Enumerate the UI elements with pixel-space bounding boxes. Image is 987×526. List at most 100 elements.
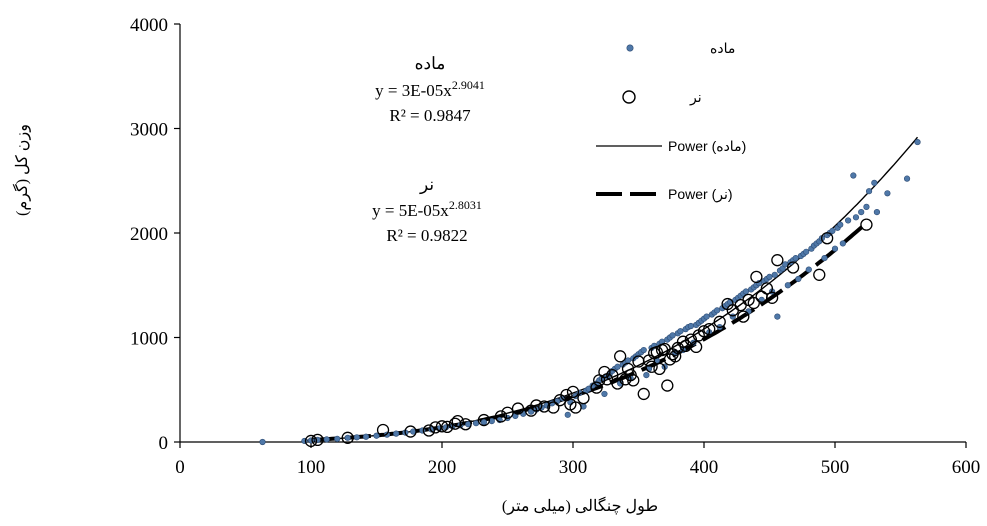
female-point [837, 221, 844, 228]
male-point [813, 268, 826, 281]
female-point [766, 273, 773, 280]
annotation-male-eq-exponent: 2.8031 [449, 198, 482, 212]
female-point [669, 332, 676, 339]
annotation-female: ماده y = 3E-05x2.9041 R² = 0.9847 [375, 54, 485, 125]
x-tick-label: 600 [952, 457, 981, 478]
male-point [627, 374, 640, 387]
male-point [750, 270, 763, 284]
male-point [422, 424, 436, 437]
male-point [304, 434, 318, 448]
male-point [637, 387, 650, 401]
male-point [645, 360, 658, 373]
female-power-fit-line [304, 136, 919, 441]
female-point [821, 254, 828, 262]
male-point [376, 423, 390, 437]
female-point [640, 346, 647, 354]
female-point [873, 209, 881, 216]
male-point [404, 425, 417, 438]
female-point [865, 188, 873, 195]
female-point [742, 288, 750, 295]
x-axis-title: طول چنگالی (میلی متر) [502, 496, 658, 515]
female-point [353, 434, 360, 441]
female-point [480, 419, 488, 426]
male-power-fit-line [310, 221, 868, 442]
male-point [341, 431, 354, 444]
female-point [729, 313, 736, 320]
y-tick-label: 4000 [130, 15, 168, 36]
male-point [697, 325, 711, 338]
male-point [689, 340, 703, 354]
female-point [858, 209, 865, 216]
y-tick-label: 0 [159, 433, 169, 454]
male-point [459, 418, 472, 431]
female-point [795, 275, 802, 283]
female-point [687, 322, 695, 330]
male-point [547, 401, 560, 414]
female-point [805, 266, 812, 273]
x-tick-label: 500 [821, 457, 850, 478]
female-point [527, 408, 535, 415]
female-point [323, 436, 330, 443]
female-point [771, 271, 778, 278]
female-point [831, 245, 839, 252]
annotation-female-equation: y = 3E-05x2.9041 [375, 78, 485, 100]
male-point [765, 291, 779, 304]
female-point [259, 438, 266, 446]
annotation-male-equation: y = 5E-05x2.8031 [372, 198, 482, 220]
female-point [745, 308, 752, 315]
male-point [737, 310, 750, 323]
male-point [501, 406, 514, 419]
annotation-female-title: ماده [415, 54, 446, 73]
male-point [669, 350, 682, 363]
female-point [362, 433, 370, 440]
male-point [703, 322, 716, 336]
male-point [614, 350, 627, 363]
female-point [564, 411, 571, 418]
legend-male-fit-label: Power (نر) [668, 186, 733, 203]
female-point [344, 434, 351, 441]
y-ticks: 0 1000 2000 3000 4000 [130, 15, 180, 454]
male-point [311, 433, 324, 447]
male-point [653, 362, 666, 376]
legend-male-label: نر [689, 89, 702, 106]
female-point [803, 248, 810, 255]
female-point [713, 307, 721, 314]
female-point [914, 138, 921, 146]
female-point [829, 227, 836, 235]
male-point [441, 420, 454, 433]
male-point [747, 296, 760, 310]
fit-lines [304, 136, 919, 442]
male-point [611, 377, 624, 390]
male-point [451, 414, 464, 428]
annotation-male-title: نر [419, 175, 434, 195]
female-point [373, 432, 380, 439]
annotation-male: نر y = 5E-05x2.8031 R² = 0.9822 [372, 175, 482, 245]
male-points [304, 218, 873, 448]
male-point [771, 254, 784, 267]
female-point [393, 430, 400, 437]
male-point [511, 402, 525, 415]
annotation-female-r2: R² = 0.9847 [389, 106, 471, 125]
female-point [784, 282, 791, 289]
y-axis-title: وزن کل (گرم) [12, 124, 31, 216]
female-point [850, 172, 857, 179]
male-point [820, 232, 834, 245]
x-tick-label: 0 [175, 457, 185, 478]
female-points [259, 138, 921, 446]
female-point [871, 179, 878, 186]
female-point [677, 328, 684, 335]
female-point [863, 203, 870, 210]
x-tick-label: 300 [559, 457, 588, 478]
male-point [530, 399, 543, 412]
male-point [577, 391, 590, 405]
male-point [429, 421, 442, 434]
male-point [760, 282, 774, 295]
x-tick-label: 100 [297, 457, 326, 478]
annotation-female-eq-prefix: y = 3E-05x [375, 81, 452, 100]
male-point [569, 401, 582, 414]
female-point [903, 175, 911, 182]
x-tick-label: 400 [690, 457, 719, 478]
male-point [713, 315, 726, 328]
female-point [792, 254, 799, 262]
